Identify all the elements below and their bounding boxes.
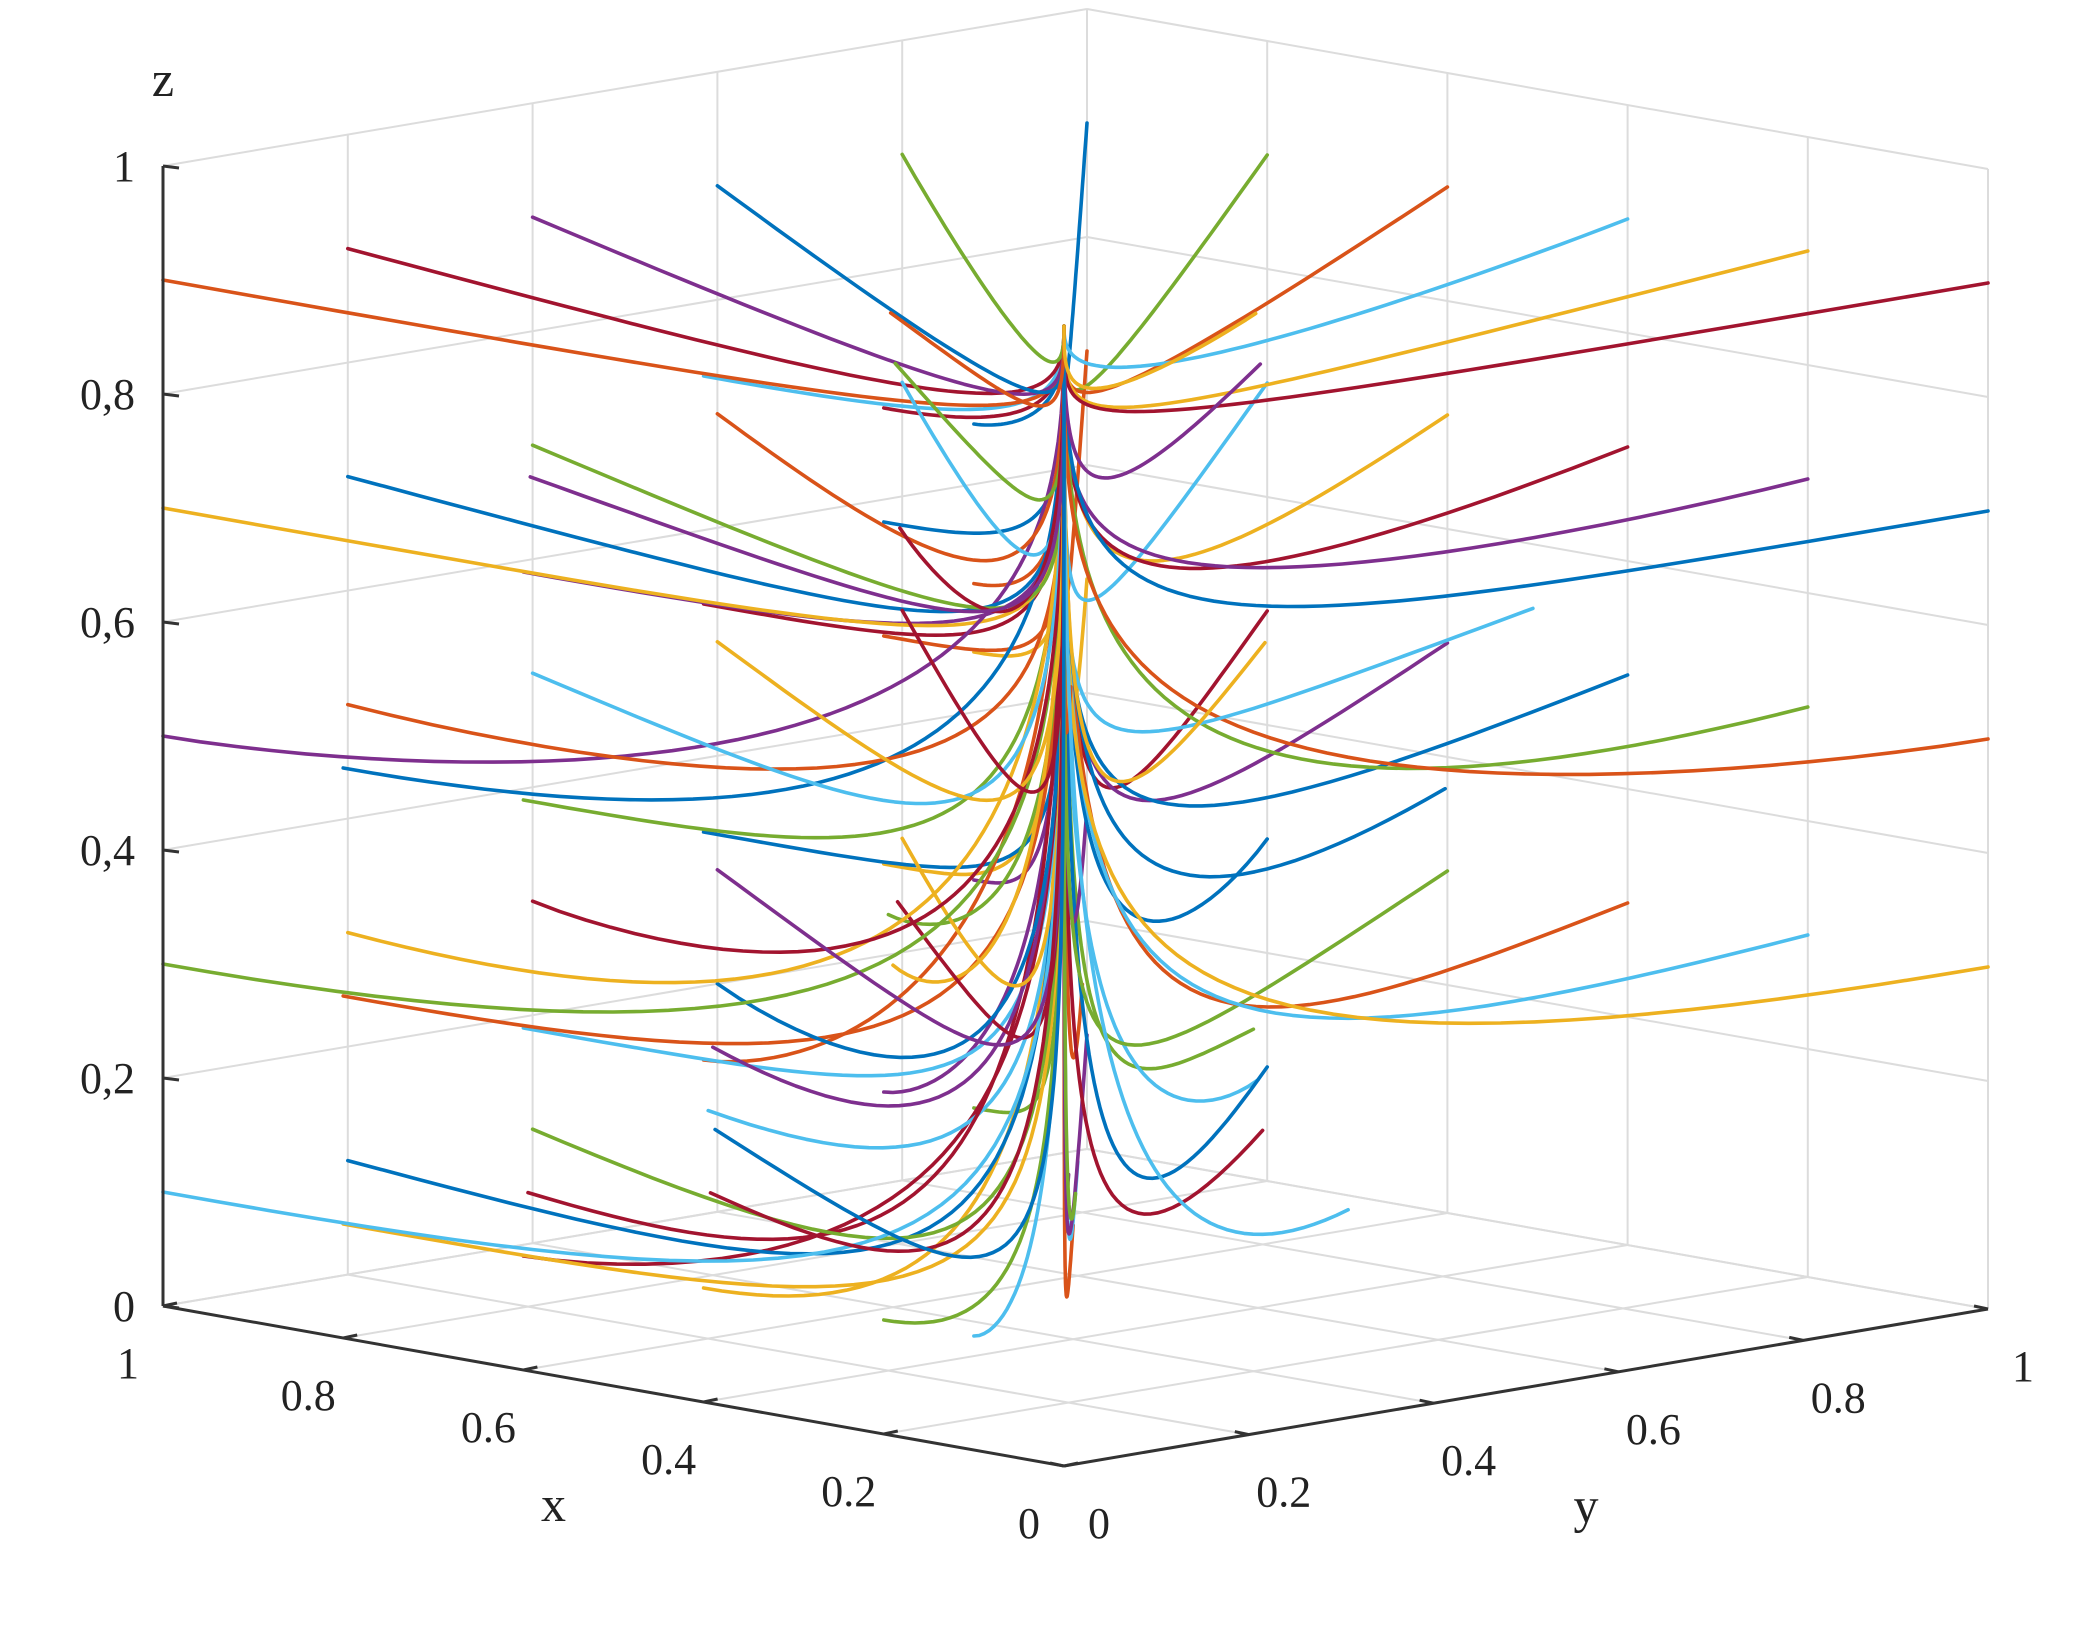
z-tick-label: 0,2	[80, 1054, 135, 1103]
grid-line	[1086, 920, 1989, 1082]
y-tick-label: 0	[1088, 1499, 1110, 1548]
z-tick-label: 0	[113, 1282, 135, 1331]
trajectory-line	[346, 324, 1066, 614]
grid-line	[1086, 8, 1989, 170]
grid-line	[1086, 1148, 1989, 1310]
grid-line	[162, 236, 1088, 395]
grid-line	[523, 1212, 1448, 1371]
grid-line	[347, 1273, 1249, 1436]
trajectories	[161, 121, 1990, 1338]
grid-line	[883, 1276, 1808, 1435]
z-tick-label: 0,6	[80, 598, 135, 647]
trajectory-line	[530, 324, 1066, 806]
y-tick	[1973, 1304, 1989, 1311]
z-tick	[162, 164, 180, 170]
x-tick	[162, 1301, 178, 1308]
trajectory-line	[161, 324, 1066, 764]
trajectory-line	[1062, 153, 1269, 392]
trajectory-line	[346, 324, 1066, 1256]
trajectory-line	[1062, 217, 1630, 370]
x-tick-label: 1	[117, 1339, 139, 1388]
trajectory-line	[1062, 324, 1535, 734]
z-tick	[162, 392, 180, 398]
trajectory-line	[1062, 324, 1630, 571]
trajectory-line	[701, 324, 1066, 637]
y-tick-label: 0.4	[1441, 1436, 1496, 1485]
y-tick-label: 0.2	[1256, 1468, 1311, 1517]
z-tick-label: 1	[113, 142, 135, 191]
x-tick-label: 0	[1018, 1499, 1040, 1548]
trajectory-line	[1062, 324, 1630, 808]
trajectory-line	[528, 324, 1066, 614]
y-axis-label: y	[1574, 1478, 1599, 1534]
grid-line	[162, 692, 1088, 851]
trajectory-line	[1062, 324, 1990, 777]
y-tick-label: 0.8	[1811, 1373, 1866, 1422]
trajectory-line	[161, 324, 1066, 1263]
trajectory-line	[521, 324, 1066, 840]
grid-line	[703, 1244, 1628, 1403]
y-tick	[1234, 1430, 1250, 1437]
y-tick	[1604, 1367, 1619, 1374]
trajectory-line	[1062, 324, 1450, 563]
z-tick	[162, 1076, 180, 1082]
trajectory-line	[882, 324, 1066, 535]
trajectory-line	[1062, 324, 1810, 1021]
x-tick-label: 0.6	[461, 1403, 516, 1452]
trajectory-line	[713, 324, 1066, 1260]
x-tick	[523, 1365, 538, 1372]
grid-line	[162, 464, 1088, 623]
grid-line	[532, 1242, 1434, 1405]
trajectory-line	[1062, 185, 1450, 395]
x-tick-label: 0.8	[281, 1371, 336, 1420]
trajectory-line	[1062, 324, 1810, 771]
z-tick	[162, 620, 180, 626]
axes	[161, 164, 1989, 1468]
x-axis-label: x	[541, 1476, 566, 1532]
y-tick	[1419, 1398, 1434, 1405]
grid-line	[1086, 236, 1989, 398]
y-axis-line	[1063, 1307, 1989, 1468]
trajectory-line	[1062, 324, 1990, 1026]
x-tick	[883, 1429, 899, 1436]
x-axis-line	[162, 1304, 1065, 1468]
tick-labels: 0 0,2 0,4 0,6 0,8 1 0 0.2 0.4 0.6 0.8 1 0 0.2 0.4 0.6 0.…	[80, 142, 2034, 1548]
z-axis-label: z	[152, 51, 174, 107]
trajectory-line	[530, 324, 1066, 954]
trajectory-line	[526, 324, 1066, 1242]
grid-line	[343, 1180, 1268, 1339]
trajectory-line	[1062, 324, 1450, 1047]
x-tick	[1063, 1461, 1079, 1468]
trajectory-line	[346, 324, 1066, 985]
x-tick	[342, 1333, 358, 1340]
grid-line	[902, 1179, 1804, 1342]
trajectory-line	[346, 246, 1066, 396]
trajectory-line	[1062, 311, 1258, 391]
trajectory-line	[706, 324, 1066, 1150]
y-tick-label: 1	[2012, 1342, 2034, 1391]
trajectory-line	[1062, 324, 1630, 1009]
trajectory-line	[1062, 249, 1810, 410]
trajectory-line	[900, 152, 1066, 364]
grid-line	[1086, 464, 1989, 626]
trajectory-line	[888, 311, 1066, 408]
trajectory-line	[1062, 324, 1263, 480]
y-tick-label: 0.6	[1626, 1405, 1681, 1454]
trajectory-line	[1062, 324, 1350, 1237]
trajectory-line	[1062, 324, 1990, 609]
x-tick	[703, 1397, 718, 1404]
z-tick-label: 0,4	[80, 826, 135, 875]
z-tick-label: 0,8	[80, 370, 135, 419]
grid-line	[162, 8, 1088, 167]
trajectory-line	[701, 324, 1066, 1298]
y-tick	[1788, 1335, 1804, 1342]
z-tick	[162, 848, 180, 854]
x-tick-label: 0.2	[821, 1467, 876, 1516]
y-tick	[1049, 1461, 1065, 1468]
x-tick-label: 0.4	[641, 1435, 696, 1484]
